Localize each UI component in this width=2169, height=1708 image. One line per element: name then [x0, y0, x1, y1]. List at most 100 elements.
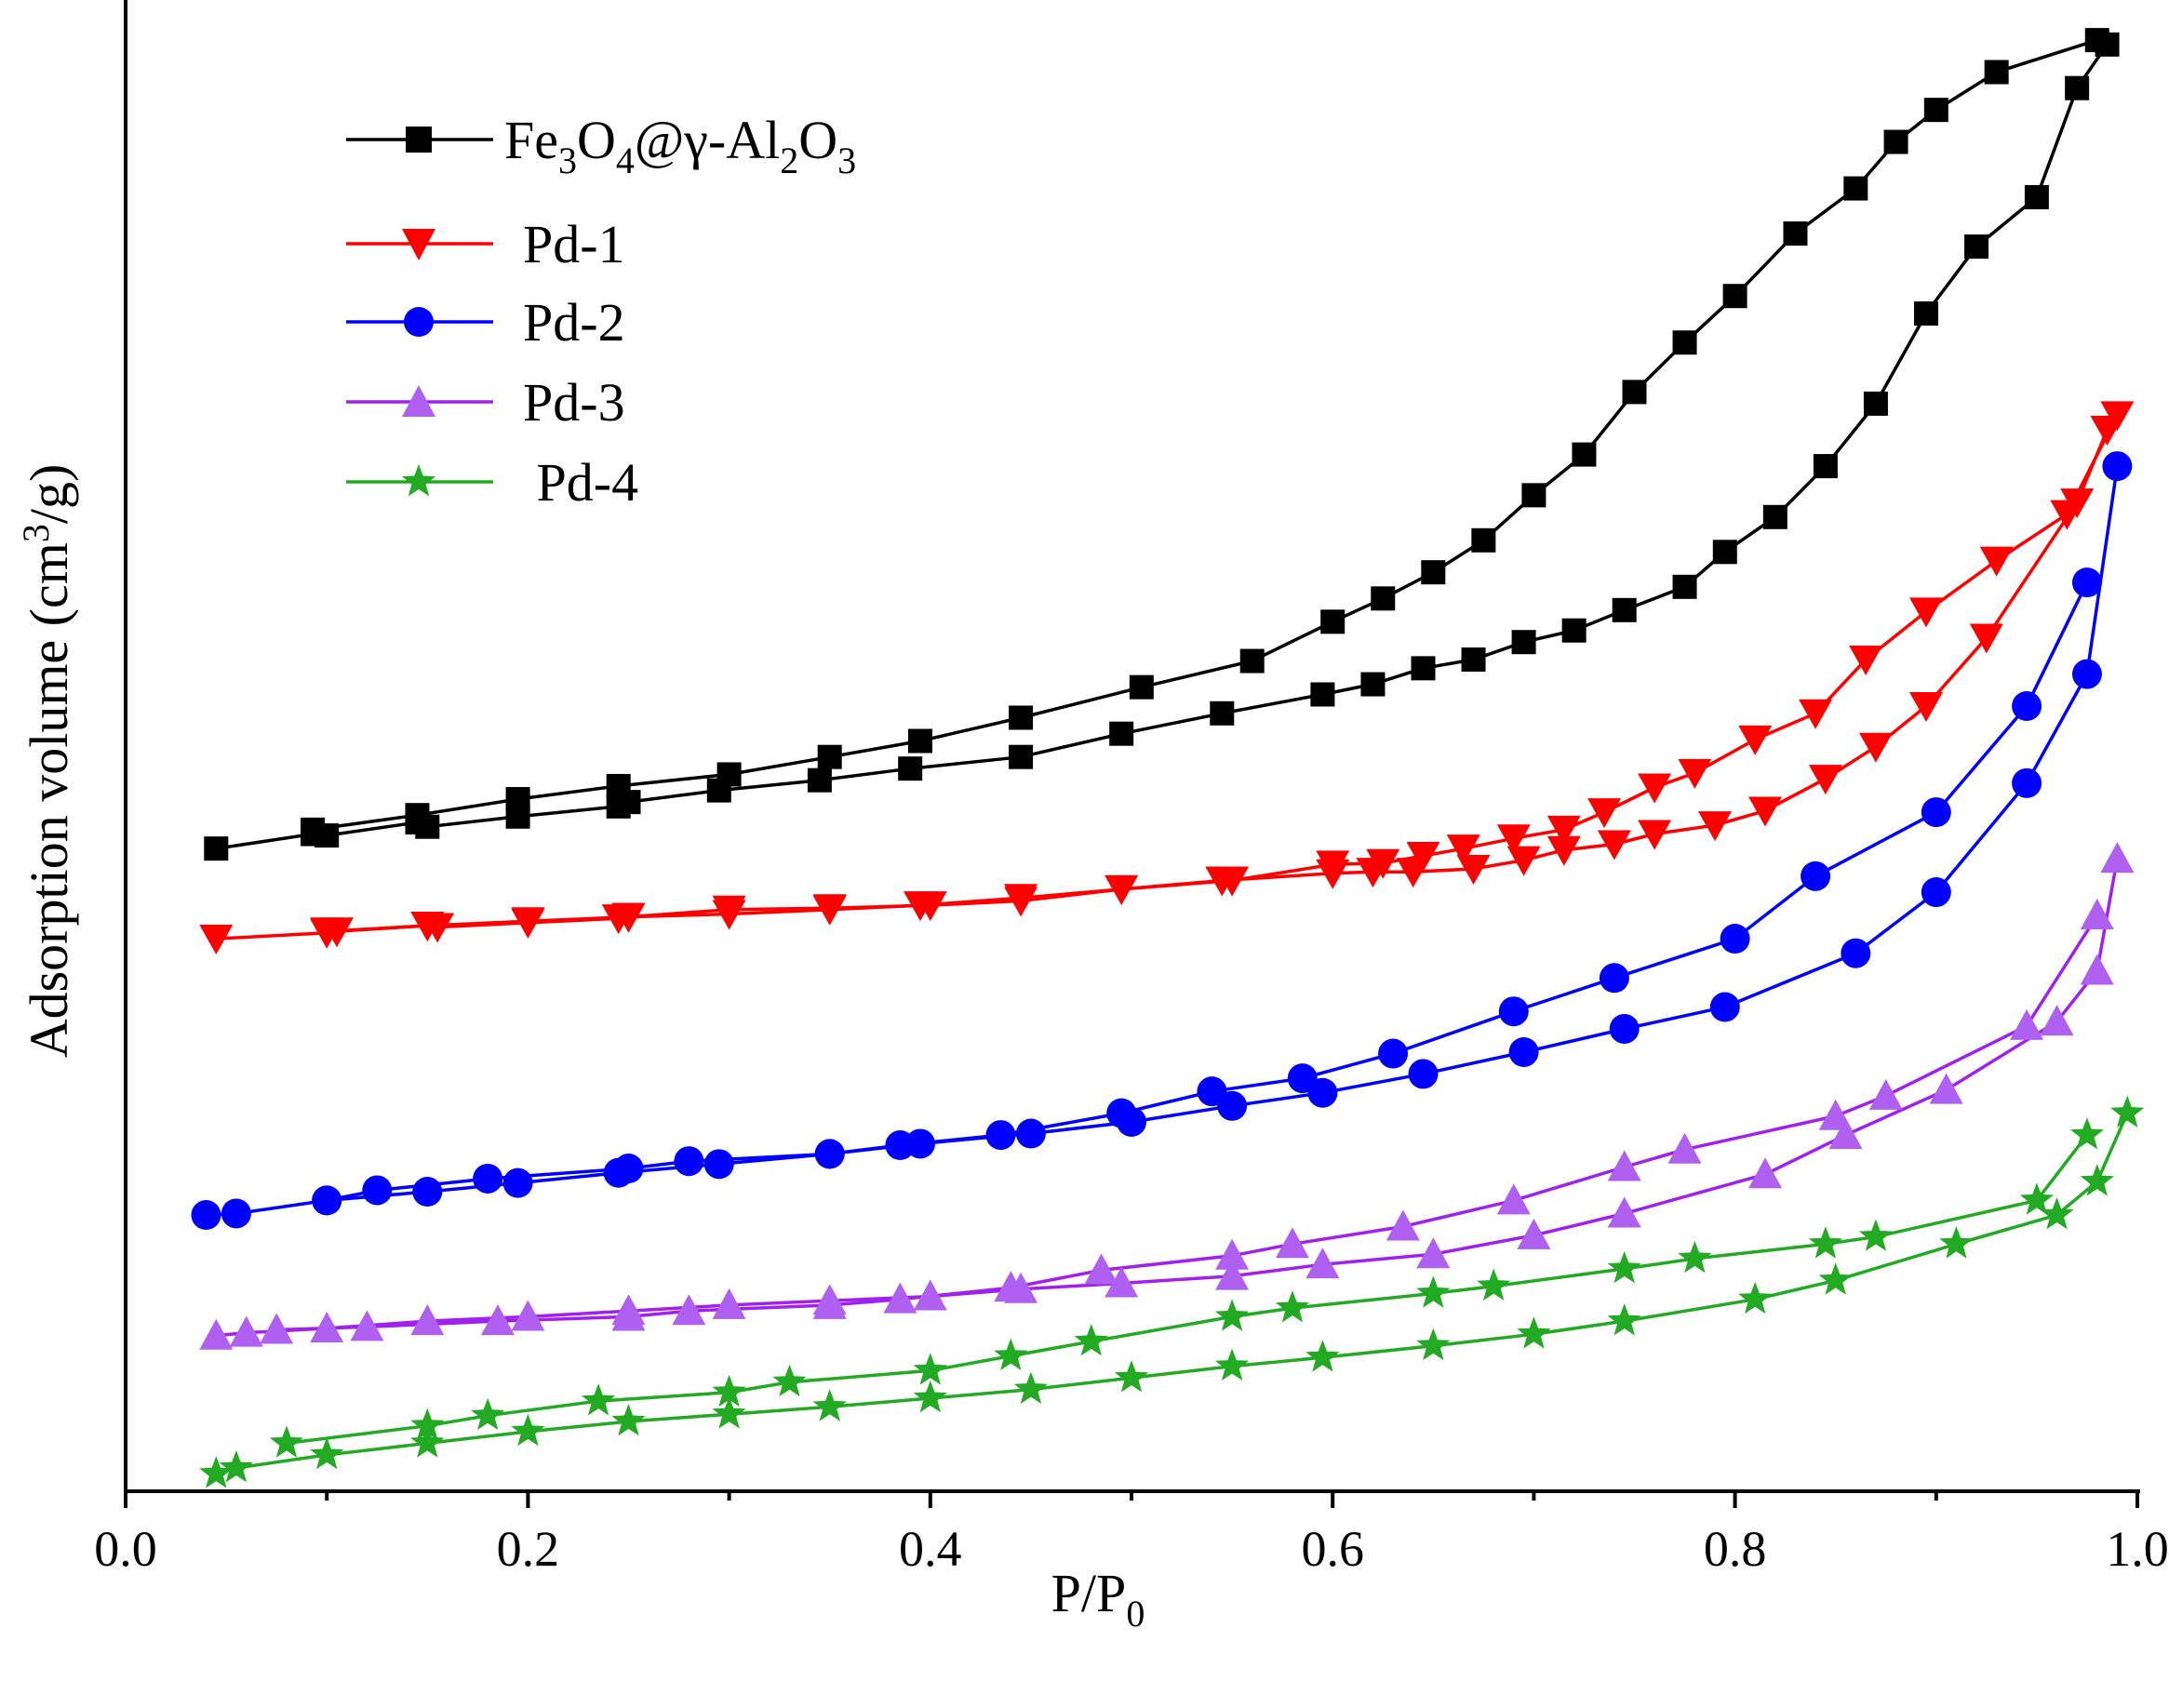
data-point-pd2-desorption — [1921, 797, 1951, 828]
data-point-fe3o4-desorption — [2084, 28, 2109, 53]
data-point-pd4-adsorption — [310, 1436, 344, 1470]
legend-item-pd1: Pd-1 — [346, 214, 625, 274]
data-point-pd4-adsorption — [1607, 1303, 1641, 1336]
data-point-pd4-desorption — [712, 1374, 746, 1408]
data-point-pd1-desorption — [511, 907, 545, 938]
data-point-pd4-adsorption — [913, 1381, 947, 1413]
legend-marker-pd4 — [401, 464, 436, 497]
legend-marker-pd3 — [402, 385, 435, 417]
data-point-pd2-desorption — [1197, 1076, 1227, 1107]
data-point-fe3o4-desorption — [1129, 674, 1154, 700]
data-point-fe3o4-desorption — [1421, 560, 1446, 585]
x-axis-title-main: P/P — [1051, 1563, 1127, 1623]
data-point-fe3o4-adsorption — [1762, 504, 1787, 529]
series-line-pd2-desorption — [326, 581, 2089, 1203]
data-point-pd2-desorption — [613, 1154, 644, 1184]
x-tick-label: 0.0 — [94, 1521, 157, 1577]
data-point-fe3o4-desorption — [817, 744, 842, 769]
y-axis-title-sup: 3 — [15, 524, 57, 542]
data-point-pd2-adsorption — [2102, 451, 2133, 482]
legend-marker-pd1 — [402, 229, 435, 260]
data-point-pd1-desorption — [611, 902, 646, 933]
data-point-fe3o4-adsorption — [1310, 682, 1335, 707]
data-point-pd1-desorption — [410, 911, 445, 941]
data-point-pd3-adsorption — [1517, 1218, 1551, 1249]
data-point-pd3-desorption — [1667, 1132, 1702, 1164]
data-point-pd1-adsorption — [1638, 820, 1672, 850]
data-point-fe3o4-desorption — [1984, 60, 2009, 85]
data-point-fe3o4-adsorption — [1411, 656, 1436, 681]
legend-marker-pd2 — [404, 307, 434, 337]
data-point-pd3-adsorption — [913, 1279, 947, 1311]
data-point-fe3o4-adsorption — [1109, 721, 1134, 746]
data-point-pd2-adsorption — [1508, 1036, 1539, 1067]
data-point-pd3-adsorption — [1416, 1237, 1451, 1269]
data-point-fe3o4-desorption — [907, 728, 932, 754]
data-point-pd1-adsorption — [1908, 691, 1943, 722]
data-point-fe3o4-desorption — [1239, 648, 1265, 674]
data-point-pd3-adsorption — [511, 1300, 545, 1331]
data-point-pd2-desorption — [362, 1175, 393, 1206]
plot-series-group — [191, 28, 2145, 1488]
legend-label-pd1: Pd-1 — [523, 214, 625, 274]
data-point-pd3-adsorption — [199, 1318, 234, 1350]
data-point-pd2-desorption — [674, 1146, 704, 1177]
data-point-pd3-desorption — [1386, 1209, 1420, 1241]
series-pd4 — [199, 1095, 2145, 1488]
data-point-pd4-desorption — [1607, 1250, 1641, 1284]
data-point-pd2-desorption — [2012, 690, 2042, 721]
data-point-fe3o4-adsorption — [1612, 597, 1637, 622]
data-point-pd1-desorption — [310, 917, 344, 948]
data-point-pd4-desorption — [1416, 1275, 1451, 1308]
data-point-pd4-desorption — [1808, 1226, 1842, 1259]
data-point-pd2-desorption — [473, 1163, 503, 1194]
legend-label-fe3o4-part: 4 — [616, 140, 635, 181]
data-point-pd3-adsorption — [410, 1304, 445, 1336]
data-point-fe3o4-desorption — [1371, 586, 1396, 611]
legend-label-fe3o4-part: 3 — [558, 140, 577, 181]
data-point-pd1-desorption — [2100, 401, 2135, 432]
data-point-pd3-adsorption — [2040, 1005, 2074, 1036]
data-point-pd3-adsorption — [2100, 842, 2135, 874]
data-point-fe3o4-desorption — [505, 787, 530, 812]
series-line-pd1-desorption — [327, 414, 2119, 933]
data-point-pd1-adsorption — [1506, 846, 1541, 876]
data-point-pd4-desorption — [913, 1353, 947, 1385]
data-point-pd3-desorption — [672, 1294, 706, 1326]
data-point-fe3o4-desorption — [716, 762, 742, 787]
legend-marker-fe3o4 — [406, 127, 432, 153]
data-point-pd4-desorption — [994, 1338, 1028, 1370]
data-point-pd1-desorption — [1004, 887, 1038, 917]
data-point-pd2-adsorption — [2071, 659, 2102, 689]
data-point-pd2-desorption — [1106, 1098, 1137, 1128]
series-line-pd4-desorption — [286, 1134, 2089, 1446]
legend-label-pd4: Pd-4 — [523, 452, 638, 513]
data-point-pd3-desorption — [611, 1300, 646, 1331]
data-point-pd1-desorption — [913, 891, 947, 922]
data-point-pd2-desorption — [1801, 861, 1831, 891]
data-point-pd4-adsorption — [1818, 1262, 1853, 1295]
series-pd2 — [191, 451, 2133, 1231]
data-point-pd2-adsorption — [1709, 992, 1740, 1022]
data-point-fe3o4-adsorption — [1964, 234, 1989, 260]
data-point-fe3o4-desorption — [1923, 98, 1948, 123]
data-point-fe3o4-desorption — [1009, 705, 1034, 730]
data-point-pd1-desorption — [1738, 725, 1773, 755]
data-point-pd1-desorption — [1908, 597, 1943, 628]
data-point-pd1-desorption — [1446, 834, 1480, 865]
data-point-fe3o4-adsorption — [1561, 618, 1587, 643]
data-point-pd2-desorption — [814, 1139, 845, 1169]
data-point-fe3o4-adsorption — [1712, 540, 1737, 565]
data-point-pd4-desorption — [2069, 1117, 2104, 1150]
data-point-fe3o4-desorption — [1622, 380, 1647, 405]
data-point-fe3o4-adsorption — [1360, 672, 1386, 697]
data-point-pd3-desorption — [1818, 1099, 1853, 1130]
data-point-fe3o4-desorption — [1471, 527, 1496, 553]
data-point-pd3-desorption — [1215, 1238, 1250, 1270]
x-tick-label: 0.6 — [1301, 1521, 1364, 1577]
data-point-pd3-adsorption — [1828, 1118, 1863, 1150]
data-point-pd1-desorption — [1366, 848, 1400, 879]
series-line-pd2-adsorption — [206, 465, 2120, 1217]
data-point-pd1-desorption — [812, 894, 847, 925]
data-point-pd1-adsorption — [1808, 765, 1842, 795]
